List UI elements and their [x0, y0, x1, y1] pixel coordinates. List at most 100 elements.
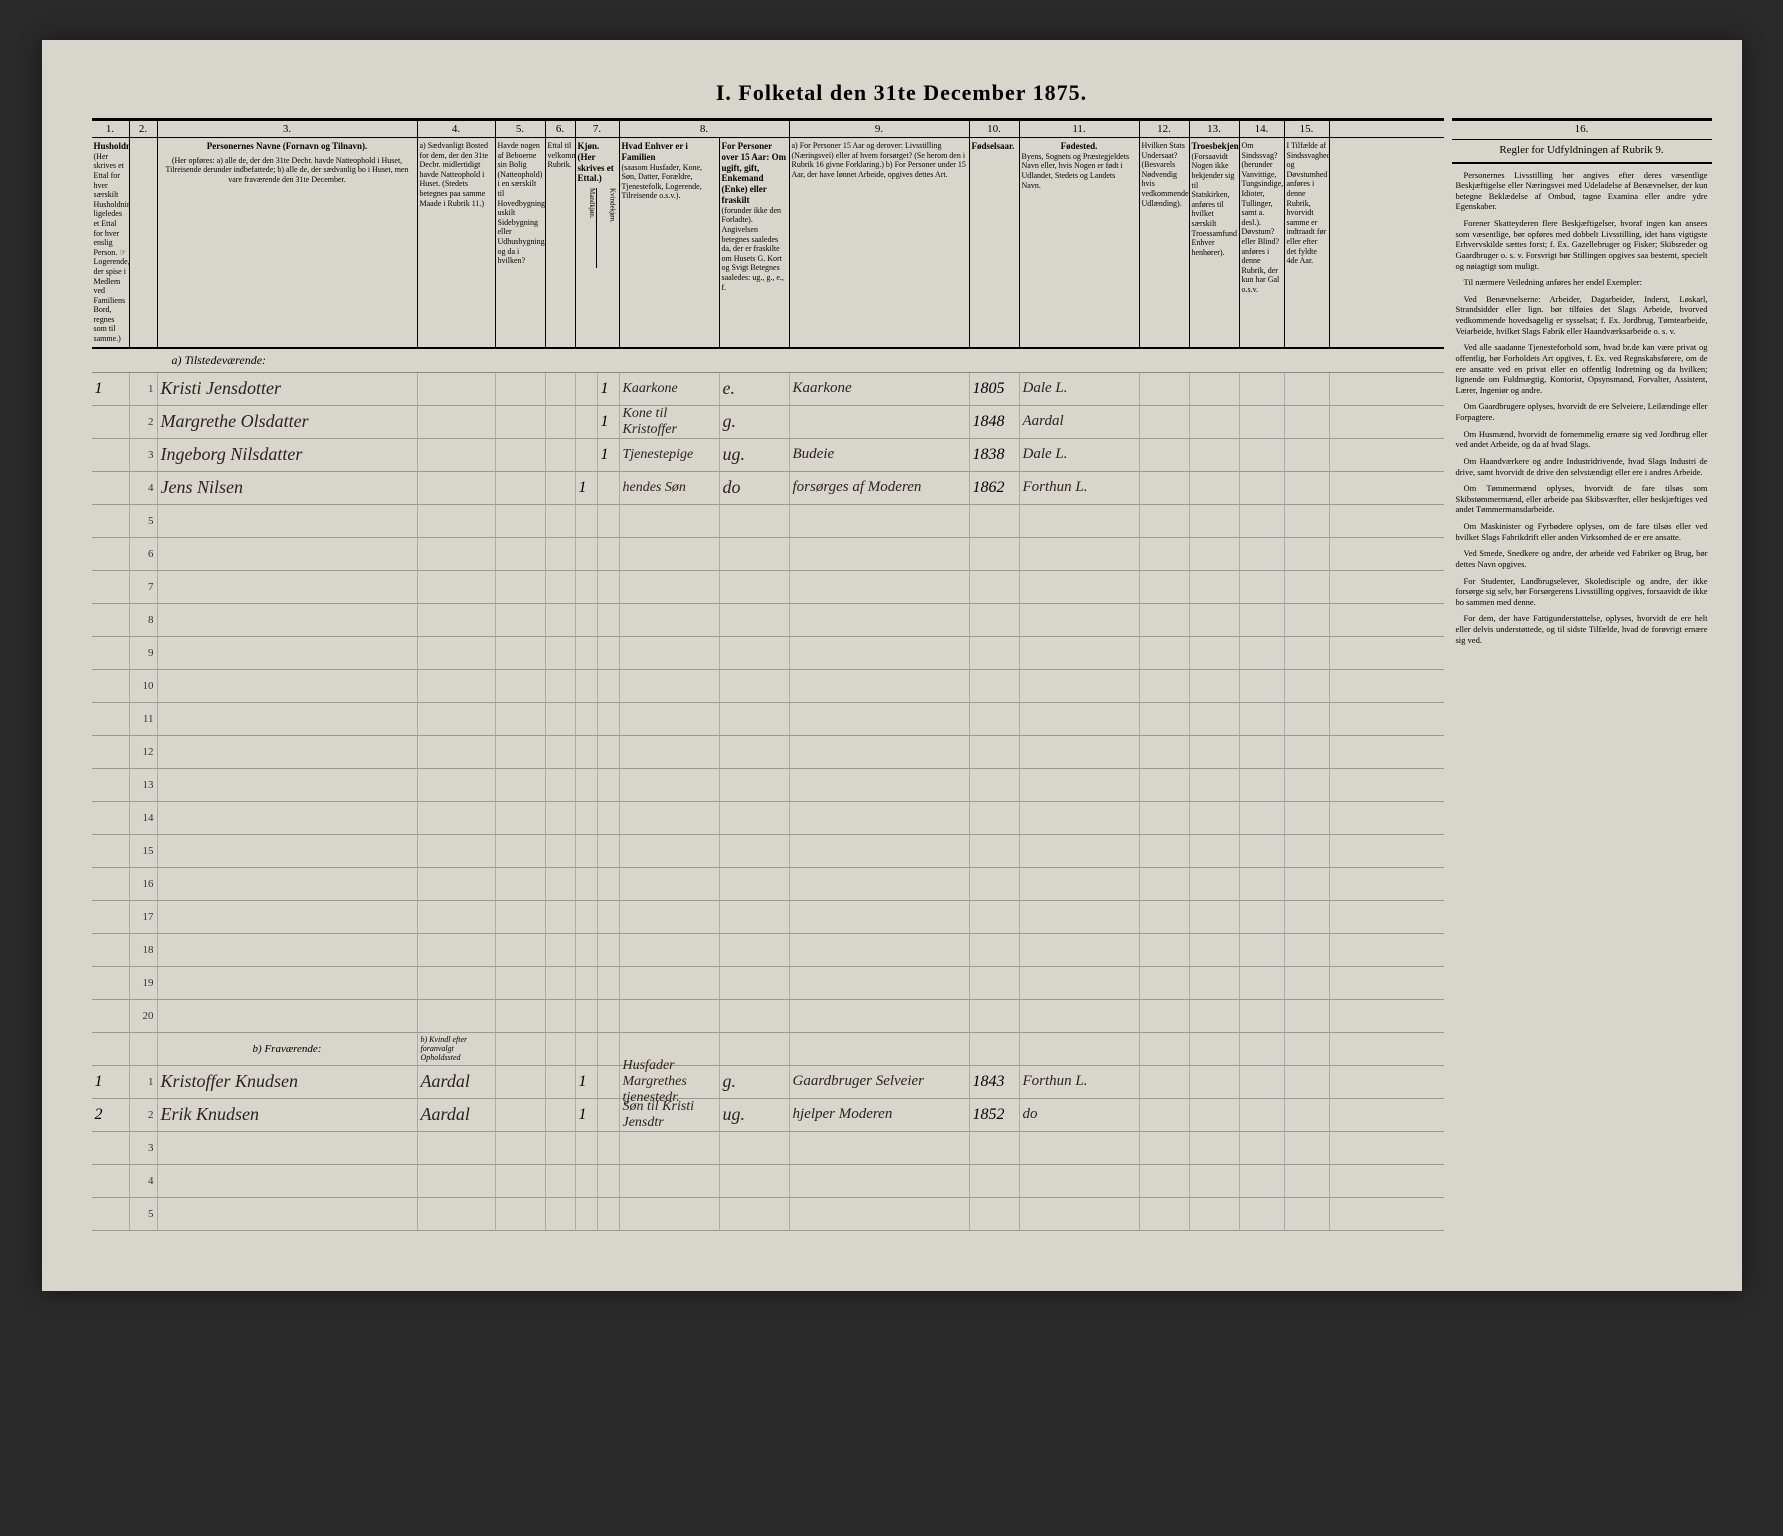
- table-row-empty: 19: [92, 967, 1444, 1000]
- bosted: Aardal: [418, 1099, 496, 1131]
- row-num: 3: [130, 1132, 158, 1164]
- row-num: 17: [130, 901, 158, 933]
- row-num: 11: [130, 703, 158, 735]
- marital: ug.: [720, 439, 790, 471]
- bosted: [418, 406, 496, 438]
- row-num: 15: [130, 835, 158, 867]
- table-row-empty: 5: [92, 1198, 1444, 1231]
- table-row: 3Ingeborg Nilsdatter1Tjenestepigeug.Bude…: [92, 439, 1444, 472]
- birth-place: do: [1020, 1099, 1140, 1131]
- table-row: 11Kristi Jensdotter1Kaarkonee.Kaarkone18…: [92, 373, 1444, 406]
- header-tilfalde: I Tilfælde af Sindssvaghed og Døvstumhed…: [1285, 138, 1330, 347]
- birth-place: Dale L.: [1020, 439, 1140, 471]
- row-num: 5: [130, 1198, 158, 1230]
- census-table: 1. 2. 3. 4. 5. 6. 7. 8. 9. 10. 11. 12. 1…: [92, 118, 1444, 1231]
- person-name: Ingeborg Nilsdatter: [158, 439, 418, 471]
- colnum: 9.: [790, 121, 970, 137]
- person-name: Jens Nilsen: [158, 472, 418, 504]
- colnum: 13.: [1190, 121, 1240, 137]
- rule-paragraph: Forener Skatteyderen flere Beskjæftigels…: [1456, 218, 1708, 271]
- h: Hvad Enhver er i Familien: [622, 141, 688, 162]
- sex-k: [598, 472, 620, 504]
- table-row-empty: 14: [92, 802, 1444, 835]
- person-name: Kristoffer Knudsen: [158, 1066, 418, 1098]
- row-num: 4: [130, 472, 158, 504]
- household-num: [92, 439, 130, 471]
- household-num: 1: [92, 1066, 130, 1098]
- page-title: I. Folketal den 31te December 1875.: [92, 80, 1712, 106]
- h: Personernes Navne (Fornavn og Tilnavn).: [207, 141, 367, 151]
- header-sindssvag: Om Sindssvag? (herunder Vanvittige, Tung…: [1240, 138, 1285, 347]
- table-row: 4Jens Nilsen1hendes Søndoforsørges af Mo…: [92, 472, 1444, 505]
- row-num: 2: [130, 406, 158, 438]
- hs: (Her opføres: a) alle de, der den 31te D…: [160, 156, 415, 185]
- occupation: forsørges af Moderen: [790, 472, 970, 504]
- table-row: 11Kristoffer KnudsenAardal1Husfader Marg…: [92, 1066, 1444, 1099]
- bn: b) Kvindl efter foranvalgt Opholdssted: [418, 1033, 496, 1065]
- h: Fødested.: [1061, 141, 1098, 151]
- table-row-empty: 18: [92, 934, 1444, 967]
- rule-paragraph: Ved Smede, Snedkere og andre, der arbeid…: [1456, 548, 1708, 569]
- row-num: 8: [130, 604, 158, 636]
- hs: (Forsaavidt Nogen ikke bekjender sig til…: [1192, 152, 1237, 257]
- body-rows: a) Tilstedeværende: 11Kristi Jensdotter1…: [92, 349, 1444, 1231]
- colnum-16: 16.: [1452, 121, 1712, 140]
- birth-place: Aardal: [1020, 406, 1140, 438]
- table-row-empty: 5: [92, 505, 1444, 538]
- sex-m: 1: [576, 472, 598, 504]
- colnum: 12.: [1140, 121, 1190, 137]
- colnum: 15.: [1285, 121, 1330, 137]
- row-num: 2: [130, 1099, 158, 1131]
- colnum: 7.: [576, 121, 620, 137]
- sex-m: 1: [576, 1099, 598, 1131]
- header-kjon: Kjøn. (Her skrives et Ettal.) Mandkjøn. …: [576, 138, 620, 347]
- header-livsstilling: a) For Personer 15 Aar og derover: Livss…: [790, 138, 970, 347]
- occupation: Kaarkone: [790, 373, 970, 405]
- row-num: 9: [130, 637, 158, 669]
- header-fodselsaar: Fødselsaar.: [970, 138, 1020, 347]
- table-row-empty: 3: [92, 1132, 1444, 1165]
- table-row-empty: 15: [92, 835, 1444, 868]
- h: Husholdninger.: [94, 141, 130, 151]
- row-num: 4: [130, 1165, 158, 1197]
- table-row-empty: 10: [92, 670, 1444, 703]
- birth-place: Dale L.: [1020, 373, 1140, 405]
- row-num: 3: [130, 439, 158, 471]
- rules-panel: 16. Regler for Udfyldningen af Rubrik 9.…: [1452, 118, 1712, 1231]
- h: Fødselsaar.: [972, 141, 1015, 151]
- rule-paragraph: Om Maskinister og Fyrbødere oplyses, om …: [1456, 521, 1708, 542]
- birth-year: 1805: [970, 373, 1020, 405]
- table-row-empty: 7: [92, 571, 1444, 604]
- row-num: 1: [130, 1066, 158, 1098]
- household-num: 1: [92, 373, 130, 405]
- content-wrap: 1. 2. 3. 4. 5. 6. 7. 8. 9. 10. 11. 12. 1…: [92, 118, 1712, 1231]
- table-row: 22Erik KnudsenAardal1Søn til Kristi Jens…: [92, 1099, 1444, 1132]
- colnum: 5.: [496, 121, 546, 137]
- colnum: 6.: [546, 121, 576, 137]
- row-num: 6: [130, 538, 158, 570]
- family-pos: Søn til Kristi Jensdtr: [620, 1099, 720, 1131]
- row-num: 18: [130, 934, 158, 966]
- table-row-empty: 8: [92, 604, 1444, 637]
- household-num: 2: [92, 1099, 130, 1131]
- sex-m: [576, 406, 598, 438]
- header-fodested: Fødested. Byens, Sognets og Præstegjelde…: [1020, 138, 1140, 347]
- marital: ug.: [720, 1099, 790, 1131]
- household-num: [92, 472, 130, 504]
- bosted: [418, 472, 496, 504]
- header-row: Husholdninger. (Her skrives et Ettal for…: [92, 138, 1444, 349]
- rule-paragraph: Til nærmere Veiledning anføres her endel…: [1456, 277, 1708, 288]
- table-row-empty: 4: [92, 1165, 1444, 1198]
- colnum: 4.: [418, 121, 496, 137]
- row-num: 10: [130, 670, 158, 702]
- rule-paragraph: Om Gaardbrugere oplyses, hvorvidt de ere…: [1456, 401, 1708, 422]
- birth-year: 1862: [970, 472, 1020, 504]
- hs: (forunder ikke den Forladte). Angivelsen…: [722, 206, 784, 292]
- header-blank: [130, 138, 158, 347]
- rules-body: Personernes Livsstilling bør angives eft…: [1452, 164, 1712, 658]
- family-pos: Husfader Margrethes tjenestedr.: [620, 1066, 720, 1098]
- occupation: Budeie: [790, 439, 970, 471]
- h: Troesbekjendelse.: [1192, 141, 1240, 151]
- colnum: 3.: [158, 121, 418, 137]
- table-row: 2Margrethe Olsdatter1Kone til Kristoffer…: [92, 406, 1444, 439]
